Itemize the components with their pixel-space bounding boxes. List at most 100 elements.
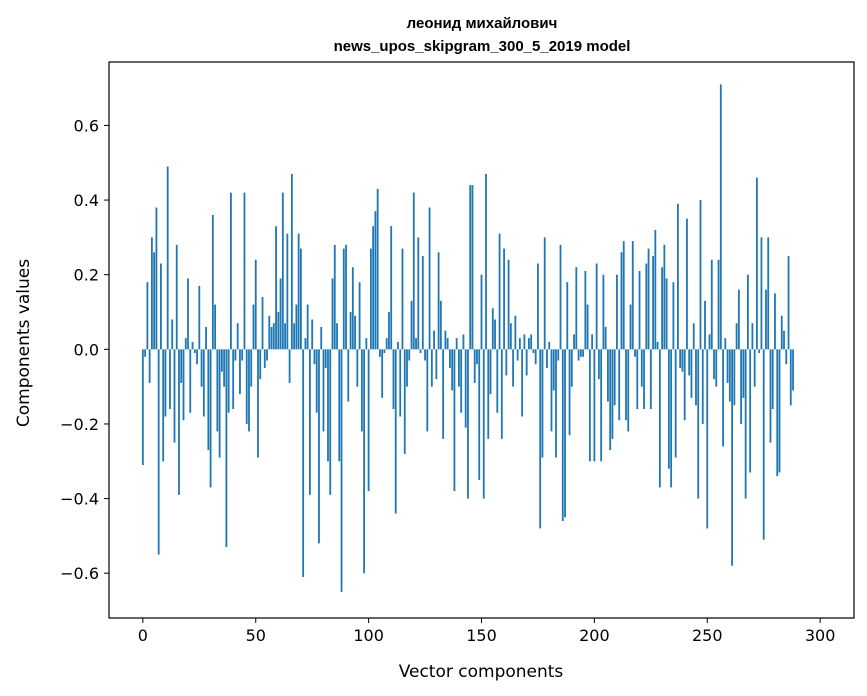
bar xyxy=(737,289,740,350)
bar xyxy=(471,185,474,350)
bar xyxy=(153,252,156,350)
bar xyxy=(500,349,503,439)
bar xyxy=(333,244,336,350)
bar xyxy=(618,349,621,421)
bar xyxy=(227,349,230,413)
bar xyxy=(236,323,239,350)
bar xyxy=(345,244,347,350)
bar xyxy=(412,192,415,350)
bar xyxy=(719,84,722,350)
bar xyxy=(787,256,790,350)
x-tick-label: 250 xyxy=(692,626,723,645)
bar xyxy=(403,349,406,454)
bar xyxy=(214,304,217,350)
bar xyxy=(263,349,266,368)
bar xyxy=(315,349,318,413)
bar xyxy=(320,326,323,350)
bar xyxy=(458,349,460,387)
bar xyxy=(487,349,490,439)
bar xyxy=(259,349,262,380)
bar xyxy=(272,323,275,350)
bar xyxy=(681,349,684,372)
x-tick-label: 0 xyxy=(138,626,148,645)
bar xyxy=(293,323,296,350)
bar xyxy=(485,173,487,350)
bar xyxy=(379,349,381,357)
bar xyxy=(756,177,758,350)
bar xyxy=(575,267,578,350)
bar xyxy=(318,349,320,544)
bar xyxy=(622,241,625,350)
bar xyxy=(428,207,431,350)
bar xyxy=(451,349,454,391)
bar xyxy=(634,349,636,357)
chart-title-line1: леонид михайлович xyxy=(407,15,558,32)
bar xyxy=(690,349,693,398)
bar xyxy=(239,349,241,395)
bar xyxy=(765,289,767,350)
bar xyxy=(656,341,659,350)
bar xyxy=(462,334,465,350)
bar xyxy=(523,334,526,350)
bar xyxy=(541,349,544,458)
bar xyxy=(327,349,329,462)
bar xyxy=(613,349,616,406)
bar xyxy=(254,259,257,350)
bar xyxy=(166,166,169,350)
bar xyxy=(302,349,305,577)
bar xyxy=(507,259,510,350)
bar xyxy=(769,349,772,443)
bar xyxy=(600,349,603,462)
bar xyxy=(498,233,501,350)
bar-series xyxy=(141,84,794,592)
bar xyxy=(652,256,654,350)
bar xyxy=(602,274,605,350)
bar xyxy=(532,349,535,354)
bar xyxy=(692,323,695,350)
bar xyxy=(277,312,280,350)
bar xyxy=(785,349,788,365)
bar xyxy=(446,338,449,350)
bar xyxy=(198,285,201,350)
bar xyxy=(778,349,781,473)
bar xyxy=(564,349,566,518)
bar xyxy=(448,349,451,368)
bar xyxy=(399,349,402,417)
bar xyxy=(557,349,560,361)
bar xyxy=(658,349,661,488)
bar xyxy=(288,349,291,383)
bar xyxy=(388,312,390,350)
bar xyxy=(157,349,160,555)
bar xyxy=(753,349,756,387)
bar xyxy=(584,270,587,350)
bar xyxy=(189,349,192,413)
bar xyxy=(390,226,393,350)
bar xyxy=(182,349,185,421)
bar xyxy=(566,282,569,350)
bar xyxy=(354,315,356,350)
bar xyxy=(686,218,688,350)
y-tick-label: −0.4 xyxy=(60,490,99,509)
bar xyxy=(735,323,738,350)
bar xyxy=(573,334,575,350)
y-axis-ticks: −0.6 −0.4 −0.2 0.0 0.2 0.4 0.6 xyxy=(60,116,109,583)
bar xyxy=(525,349,528,376)
bar xyxy=(792,349,794,391)
bar xyxy=(347,349,350,402)
y-tick-label: 0.2 xyxy=(74,266,99,285)
bar xyxy=(216,349,219,432)
bar xyxy=(706,349,709,529)
bar xyxy=(591,334,594,350)
bar xyxy=(746,274,749,350)
bar xyxy=(670,349,673,488)
bar xyxy=(218,349,221,458)
bar xyxy=(252,304,255,350)
bar xyxy=(322,349,325,432)
bar xyxy=(184,338,187,350)
bar xyxy=(144,349,147,357)
bar xyxy=(695,349,697,406)
bar xyxy=(774,293,776,350)
bar xyxy=(722,349,724,447)
bar xyxy=(232,349,235,410)
